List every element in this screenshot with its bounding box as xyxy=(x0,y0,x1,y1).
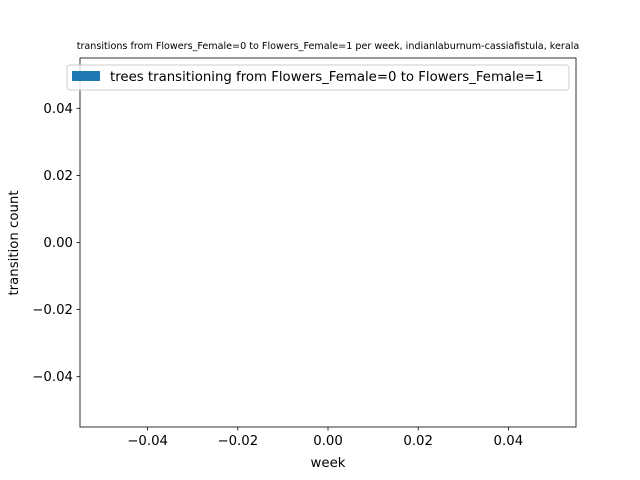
plot-area xyxy=(79,57,577,428)
y-tick-label: 0.04 xyxy=(43,102,73,117)
y-axis-ticks: −0.04 −0.02 0.00 0.02 0.04 xyxy=(32,102,80,385)
y-tick-label: −0.04 xyxy=(32,370,73,385)
chart-title: transitions from Flowers_Female=0 to Flo… xyxy=(77,41,580,52)
x-tick-label: 0.02 xyxy=(403,434,433,449)
legend-label: trees transitioning from Flowers_Female=… xyxy=(110,70,544,85)
y-tick-label: −0.02 xyxy=(32,303,73,318)
x-axis-ticks: −0.04 −0.02 0.00 0.02 0.04 xyxy=(127,427,523,449)
plot-frame xyxy=(79,57,577,428)
x-tick-label: −0.04 xyxy=(127,434,168,449)
x-tick-label: −0.02 xyxy=(217,434,258,449)
x-tick-label: 0.00 xyxy=(313,434,343,449)
x-axis-label: week xyxy=(311,456,346,471)
y-axis-label: transition count xyxy=(7,190,22,295)
y-tick-label: 0.02 xyxy=(43,169,73,184)
legend-box xyxy=(66,64,570,91)
legend-swatch xyxy=(72,71,100,81)
legend: trees transitioning from Flowers_Female=… xyxy=(66,64,570,91)
x-tick-label: 0.04 xyxy=(494,434,524,449)
y-tick-label: 0.00 xyxy=(43,236,73,251)
